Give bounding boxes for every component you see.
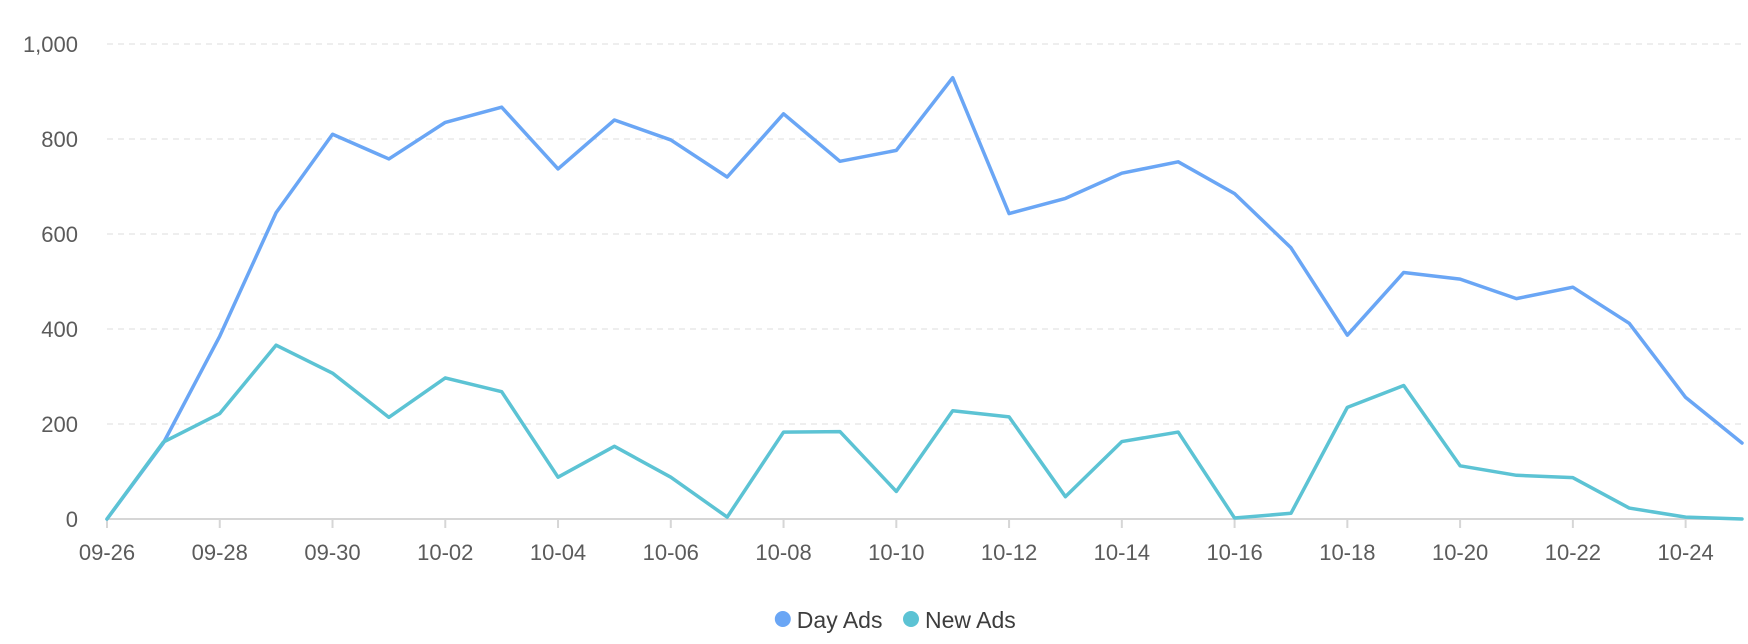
y-axis: 0 200 400 600 800 1,000 — [23, 32, 78, 532]
y-tick-label: 1,000 — [23, 32, 78, 57]
x-tick-label: 10-12 — [981, 540, 1037, 565]
legend-marker — [774, 611, 791, 627]
x-tick-label: 10-06 — [643, 540, 699, 565]
legend-label: New Ads — [925, 607, 1016, 633]
y-tick-label: 400 — [41, 317, 78, 342]
x-tick-label: 10-16 — [1206, 540, 1262, 565]
x-axis: 09-26 09-28 09-30 10-02 10-04 10-06 10-08 10-10… — [79, 518, 1742, 565]
series-line-new-ads[interactable] — [105, 343, 1744, 521]
legend-item-new-ads[interactable]: New Ads — [903, 607, 1016, 633]
x-tick-label: 10-02 — [417, 540, 473, 565]
x-tick-label: 10-24 — [1657, 540, 1713, 565]
x-tick-label: 09-26 — [79, 540, 135, 565]
legend: Day Ads New Ads — [774, 607, 1016, 633]
y-tick-label: 0 — [66, 507, 78, 532]
x-tick-label: 10-14 — [1094, 540, 1150, 565]
series-layer — [105, 75, 1744, 521]
legend-marker — [903, 611, 919, 627]
legend-label: Day Ads — [797, 607, 883, 633]
x-tick-label: 09-30 — [304, 540, 360, 565]
y-tick-label: 600 — [41, 222, 78, 247]
series-line-day-ads[interactable] — [105, 75, 1744, 521]
y-tick-label: 200 — [41, 412, 78, 437]
x-tick-label: 10-18 — [1319, 540, 1375, 565]
x-tick-label: 10-08 — [755, 540, 811, 565]
legend-item-day-ads[interactable]: Day Ads — [774, 607, 883, 633]
grid-layer — [107, 43, 1742, 425]
x-tick-label: 10-22 — [1545, 540, 1601, 565]
x-tick-label: 09-28 — [192, 540, 248, 565]
x-tick-label: 10-20 — [1432, 540, 1488, 565]
y-tick-label: 800 — [41, 127, 78, 152]
x-tick-label: 10-10 — [868, 540, 924, 565]
x-tick-label: 10-04 — [530, 540, 586, 565]
